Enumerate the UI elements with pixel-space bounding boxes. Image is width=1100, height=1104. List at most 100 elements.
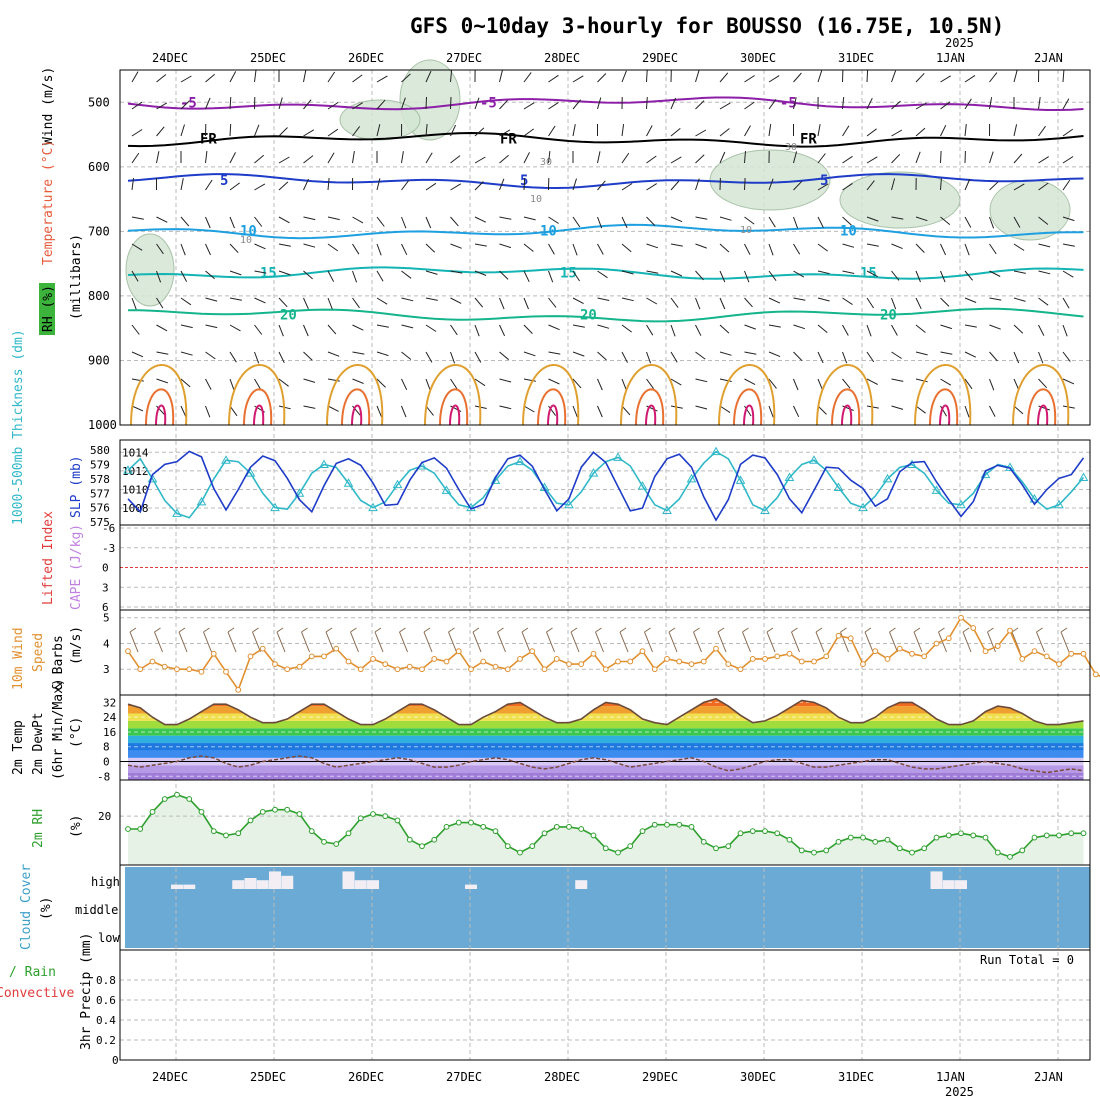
thickness-tick: 578 <box>90 473 110 486</box>
label-total-rain: Total / Rain <box>0 965 56 980</box>
wind-barb <box>500 155 509 163</box>
mb-tick: 600 <box>88 160 110 174</box>
wind-barb <box>598 244 604 255</box>
wind-barb <box>549 75 559 82</box>
wind-barb <box>230 244 238 253</box>
wind-barb <box>451 244 462 248</box>
wind10-point <box>211 651 216 656</box>
wind-barb <box>157 151 159 163</box>
rh2m-point <box>897 846 902 851</box>
wind-barb <box>500 70 503 82</box>
cloud-high-bar <box>931 871 943 889</box>
wind-barb <box>745 244 751 255</box>
wind-barb <box>598 271 608 278</box>
wind10-point <box>248 654 253 659</box>
wind10-barb <box>792 628 798 632</box>
wind-barb <box>696 352 706 359</box>
label-temperature: Temperature (°C) <box>41 140 56 265</box>
bl-temp-contour <box>131 365 186 425</box>
wind10-point <box>628 659 633 664</box>
wind-barb <box>181 271 187 282</box>
rh2m-point <box>1032 835 1037 840</box>
wind-barb <box>181 76 191 82</box>
wind-barb <box>549 102 559 109</box>
date-tick-top: 24DEC <box>152 51 188 65</box>
li-tick: -3 <box>102 542 115 555</box>
wind10-point <box>395 667 400 672</box>
cloud-high-bar <box>943 880 955 889</box>
wind10-point <box>432 657 437 662</box>
rh2m-point <box>873 839 878 844</box>
wind10-point <box>701 659 706 664</box>
wind-barb <box>475 244 487 246</box>
wind10-point <box>407 664 412 669</box>
temp-band <box>120 765 1090 772</box>
cloud-high-bar <box>367 880 379 889</box>
wind-barb <box>622 325 632 332</box>
wind10-barb <box>179 628 185 632</box>
wind-barb <box>1014 271 1026 273</box>
run-total-label: Run Total = 0 <box>980 953 1074 967</box>
wind-barb <box>794 325 805 329</box>
wind-barb <box>573 124 575 136</box>
rh2m-point <box>603 846 608 851</box>
date-tick-top: 25DEC <box>250 51 286 65</box>
wind-barb <box>916 325 925 333</box>
wind-barb <box>230 325 241 331</box>
wind-barb <box>647 325 653 335</box>
wind10-point <box>738 667 743 672</box>
wind-barb <box>1063 379 1074 384</box>
temp-contour-label: FR <box>800 132 817 148</box>
wind-barb <box>377 271 383 281</box>
wind-barb <box>132 298 136 309</box>
wind-barb <box>916 244 924 253</box>
wind10-barb <box>302 628 308 632</box>
label-lifted-index: Lifted Index <box>41 511 56 605</box>
wind-barb <box>818 271 830 274</box>
wind-barb <box>965 298 976 303</box>
thickness-tick: 577 <box>90 487 110 500</box>
wind10-barb <box>669 632 677 652</box>
rh2m-point <box>591 833 596 838</box>
wind-barb <box>892 71 896 82</box>
wind-barb <box>426 217 431 228</box>
wind-barb <box>500 100 508 109</box>
mb-tick: 500 <box>88 95 110 109</box>
temp-band <box>120 736 1090 743</box>
wind10-barb <box>400 632 408 652</box>
precip-tick: 0 <box>112 1054 119 1067</box>
wind-barb <box>647 126 653 137</box>
rh2m-point <box>505 844 510 849</box>
bl-temp-contour <box>744 405 753 425</box>
li-tick: 3 <box>102 581 109 594</box>
slp-tick: 1008 <box>122 502 149 515</box>
rh2m-point <box>910 850 915 855</box>
wind10-point <box>334 646 339 651</box>
date-tick-top: 28DEC <box>544 51 580 65</box>
wind-barb <box>475 217 486 222</box>
wind-barb <box>328 153 334 163</box>
wind-barb <box>622 298 634 301</box>
wind-barb <box>549 325 560 330</box>
rh2m-point <box>946 833 951 838</box>
temp-tick: 32 <box>103 696 116 709</box>
rh-contour-label: 10 <box>530 194 542 205</box>
wind10-point <box>187 667 192 672</box>
wind-barb <box>524 298 529 309</box>
bl-temp-contour <box>842 405 851 425</box>
rh2m-point <box>187 797 192 802</box>
wind-barb <box>696 379 708 382</box>
rh2m-point <box>407 837 412 842</box>
wind-barb <box>1014 298 1026 301</box>
rh2m-point <box>162 797 167 802</box>
wind-barb <box>965 217 971 228</box>
wind-barb <box>573 76 583 82</box>
wind-barb <box>1014 124 1017 136</box>
chart-title: GFS 0~10day 3-hourly for BOUSSO (16.75E,… <box>410 14 1004 38</box>
wind-barb <box>402 180 409 190</box>
wind10-barb <box>253 628 259 632</box>
wind-barb <box>720 325 729 333</box>
wind-barb <box>181 298 191 305</box>
wind10-point <box>983 649 988 654</box>
label-6hr-minmax: (6hr Min/Max) <box>51 678 66 780</box>
